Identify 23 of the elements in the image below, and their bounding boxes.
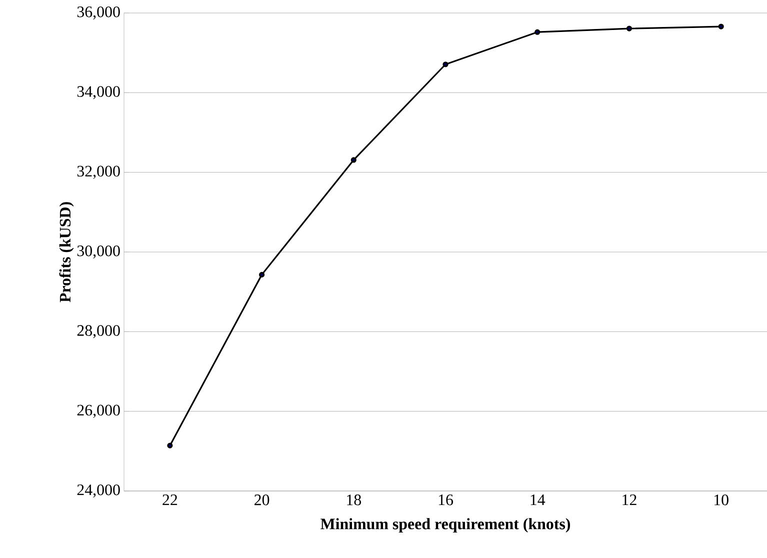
x-tick-label: 10 <box>714 494 728 506</box>
x-axis-title: Minimum speed requirement (knots) <box>320 518 570 533</box>
x-tick-label: 20 <box>254 494 270 506</box>
x-tick-label: 14 <box>530 494 546 506</box>
x-tick-label: 18 <box>347 494 362 506</box>
y-tick-label: 32,000 <box>77 166 120 179</box>
y-axis-title: Profits (kUSD) <box>59 202 74 302</box>
x-tick-label: 22 <box>162 494 178 506</box>
x-tick-label: 16 <box>438 494 454 506</box>
point <box>167 442 173 448</box>
y-tick-label: 30,000 <box>77 245 120 259</box>
point <box>534 29 540 35</box>
y-tick-label: 34,000 <box>77 86 120 100</box>
point <box>258 272 265 278</box>
y-tick-label: 36,000 <box>77 6 120 20</box>
y-tick-label: 28,000 <box>77 325 120 338</box>
y-tick-label: 26,000 <box>77 404 120 418</box>
point <box>718 24 724 30</box>
y-tick-label: 24,000 <box>77 484 120 498</box>
point <box>626 26 632 32</box>
x-tick-label: 12 <box>622 494 636 506</box>
point <box>442 62 448 68</box>
point <box>350 157 356 163</box>
